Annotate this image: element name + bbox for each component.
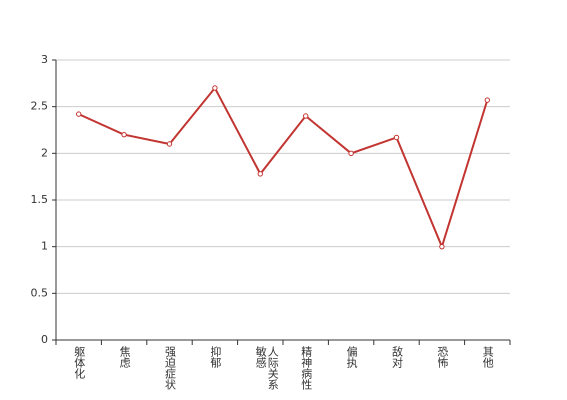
x-tick-label: 焦虑 — [118, 346, 132, 368]
x-tick-label: 人际关系敏感 — [254, 346, 280, 390]
y-tick-label: 2.5 — [31, 100, 49, 113]
point — [484, 97, 490, 103]
x-tick-label: 其他 — [481, 346, 495, 368]
line — [78, 86, 489, 250]
y-tick-label: 2 — [41, 146, 48, 159]
x-tick-label: 敌对 — [390, 346, 404, 368]
x-tick-label: 抑郁 — [208, 346, 222, 368]
x-tick-label: 强迫症状 — [163, 346, 177, 390]
point — [303, 113, 309, 119]
y-tick-label: 1 — [41, 240, 48, 253]
point — [76, 111, 82, 117]
point — [439, 243, 445, 250]
point — [166, 141, 173, 147]
point — [212, 85, 218, 91]
y-tick-label: 3 — [41, 53, 48, 66]
x-tick-label: 躯体化 — [72, 346, 86, 379]
point — [348, 150, 354, 157]
point — [121, 131, 127, 138]
point — [257, 171, 263, 177]
y-tick-label: 0 — [41, 333, 48, 346]
y-tick-label: 0.5 — [31, 286, 49, 299]
x-tick-label: 偏执 — [345, 346, 359, 368]
y-tick-label: 1.5 — [31, 193, 49, 206]
x-tick-label: 恐怖 — [435, 346, 449, 368]
x-tick-label: 精神病性 — [299, 346, 313, 390]
point — [393, 134, 400, 141]
